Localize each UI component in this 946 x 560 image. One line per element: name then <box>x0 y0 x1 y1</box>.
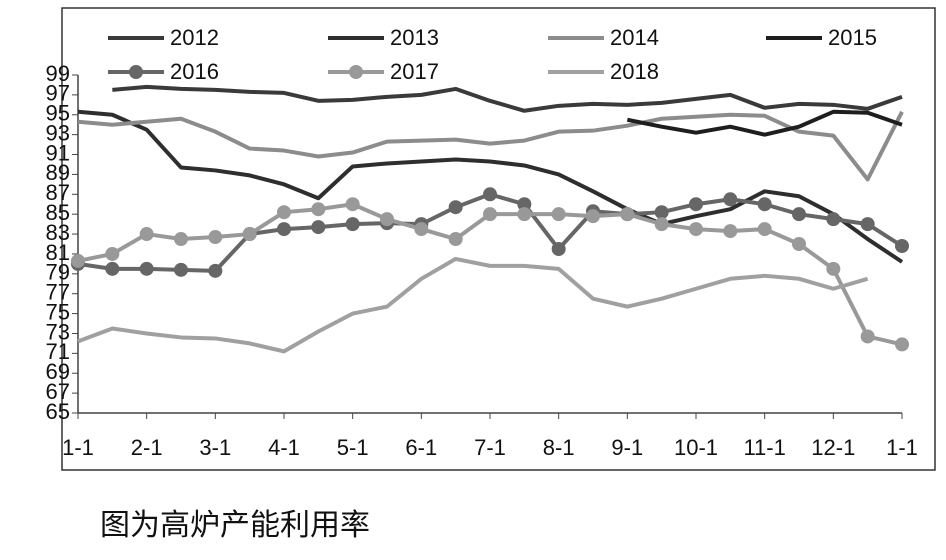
chart-frame <box>61 7 936 471</box>
series-marker <box>620 207 635 222</box>
series-line <box>77 110 904 182</box>
y-tick-label: 79 <box>46 260 70 285</box>
series-marker <box>792 207 806 222</box>
series-marker <box>826 212 841 227</box>
series-marker <box>517 207 532 222</box>
legend-marker <box>129 65 143 79</box>
series-marker <box>757 222 772 237</box>
y-tick-label: 69 <box>46 359 70 384</box>
legend-marker <box>349 65 363 79</box>
series-line <box>112 84 903 113</box>
series-marker <box>311 220 326 235</box>
y-tick-label: 85 <box>46 200 70 225</box>
x-tick-label: 8-1 <box>543 435 575 460</box>
y-tick-label: 83 <box>46 220 70 245</box>
series-marker <box>105 261 120 276</box>
y-tick-label: 93 <box>46 120 70 145</box>
series-marker <box>345 197 360 212</box>
x-tick-label: 5-1 <box>337 435 369 460</box>
series-marker <box>551 241 566 256</box>
y-tick-label: 89 <box>46 160 70 185</box>
x-tick-label: 2-1 <box>131 435 163 460</box>
y-tick-label: 73 <box>46 319 70 344</box>
series-line <box>77 192 904 273</box>
series-marker <box>723 192 738 207</box>
x-tick-label: 10-1 <box>674 435 718 460</box>
series-line <box>77 109 904 264</box>
series-marker <box>139 227 154 242</box>
series-marker <box>208 230 223 245</box>
legend-label: 2012 <box>170 25 219 50</box>
series-marker <box>483 207 497 222</box>
caption: 图为高炉产能利用率 <box>100 508 370 543</box>
series-marker <box>483 187 497 202</box>
series-marker <box>895 337 909 352</box>
series-marker <box>242 227 257 242</box>
series-marker <box>517 197 532 212</box>
x-tick-label: 1-1 <box>886 435 918 460</box>
series-marker <box>860 329 875 344</box>
series-marker <box>71 253 85 268</box>
series-marker <box>723 224 738 239</box>
series-marker <box>689 197 703 212</box>
y-tick-label: 95 <box>46 101 70 126</box>
series-marker <box>139 261 154 276</box>
legend-label: 2013 <box>390 25 439 50</box>
x-tick-label: 6-1 <box>405 435 437 460</box>
series-marker <box>311 202 326 217</box>
y-tick-label: 97 <box>46 81 70 106</box>
series-marker <box>757 197 772 212</box>
series-marker <box>860 217 875 232</box>
x-tick-label: 3-1 <box>199 435 231 460</box>
series-marker <box>380 212 394 227</box>
y-tick-label: 67 <box>46 379 70 404</box>
legend-label: 2014 <box>610 25 659 50</box>
x-tick-label: 4-1 <box>268 435 300 460</box>
series-marker <box>448 200 463 215</box>
y-tick-label: 75 <box>46 299 70 324</box>
series-marker <box>174 232 188 247</box>
y-tick-label: 87 <box>46 180 70 205</box>
y-tick-label: 65 <box>46 399 70 424</box>
series-marker <box>277 205 291 220</box>
y-tick-label: 77 <box>46 280 70 305</box>
legend-label: 2017 <box>390 59 439 84</box>
legend-label: 2018 <box>610 59 659 84</box>
series-marker <box>174 262 188 277</box>
x-tick-label: 11-1 <box>743 435 785 460</box>
series-marker <box>792 237 806 251</box>
series-marker <box>689 222 703 237</box>
y-tick-label: 91 <box>46 140 70 165</box>
x-tick-label: 12-1 <box>811 435 855 460</box>
y-tick-label: 81 <box>46 240 70 265</box>
y-tick-label: 99 <box>46 61 70 86</box>
legend-label: 2016 <box>170 59 219 84</box>
x-tick-label: 1-1 <box>62 435 94 460</box>
series-marker <box>654 217 669 232</box>
series-marker <box>345 217 360 232</box>
series-marker <box>654 205 669 220</box>
series-marker <box>895 238 909 253</box>
legend-label: 2015 <box>828 25 877 50</box>
series-line <box>77 202 903 347</box>
x-tick-label: 9-1 <box>611 435 643 460</box>
series-line <box>626 109 903 137</box>
series-marker <box>826 261 841 276</box>
series-marker <box>208 263 223 278</box>
x-tick-label: 7-1 <box>474 435 506 460</box>
y-tick-label: 71 <box>46 339 70 364</box>
series-marker <box>448 232 463 247</box>
series-marker <box>105 246 120 261</box>
series-marker <box>414 222 429 237</box>
series-line <box>77 256 869 354</box>
series-marker <box>551 207 566 222</box>
series-marker <box>277 222 291 237</box>
series-marker <box>586 209 600 224</box>
